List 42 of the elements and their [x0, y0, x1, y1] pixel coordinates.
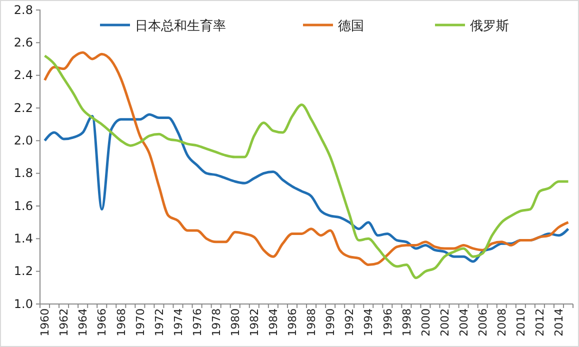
x-tick-label: 1982 — [248, 308, 261, 336]
x-tick-label: 1968 — [114, 308, 128, 336]
x-tick-label: 1974 — [172, 308, 185, 336]
x-tick-label: 1980 — [228, 308, 242, 336]
legend-label: 俄罗斯 — [470, 19, 509, 34]
x-tick-label: 1998 — [400, 308, 414, 336]
x-tick-label: 1972 — [152, 308, 166, 336]
y-tick-label: 1.4 — [14, 232, 33, 246]
y-tick-label: 2.6 — [14, 36, 33, 50]
y-tick-label: 1.0 — [14, 296, 33, 311]
y-tick-label: 1.8 — [14, 166, 33, 180]
x-tick-label: 1966 — [96, 308, 109, 336]
x-tick-label: 1978 — [210, 308, 223, 336]
y-tick-label: 2.4 — [14, 68, 33, 82]
x-tick-label: 2008 — [495, 308, 508, 336]
y-tick-label: 2.0 — [14, 134, 33, 148]
x-tick-label: 1994 — [362, 308, 376, 336]
y-tick-label: 2.8 — [14, 2, 33, 17]
x-tick-label: 2012 — [534, 308, 547, 336]
legend-label: 日本总和生育率 — [135, 18, 226, 34]
x-tick-label: 1992 — [343, 308, 356, 336]
y-tick-label: 1.6 — [14, 198, 33, 213]
x-tick-label: 1964 — [76, 308, 90, 336]
x-tick-label: 2004 — [457, 308, 470, 336]
x-tick-label: 1986 — [286, 308, 300, 336]
legend-label: 德国 — [338, 19, 364, 34]
x-tick-label: 1984 — [267, 308, 280, 336]
x-tick-label: 2006 — [476, 308, 490, 336]
x-tick-label: 1962 — [58, 308, 71, 336]
x-tick-label: 1976 — [190, 308, 204, 336]
x-tick-label: 2014 — [552, 308, 566, 336]
y-tick-label: 2.2 — [14, 100, 33, 115]
x-tick-label: 2010 — [514, 308, 528, 336]
x-tick-label: 1996 — [381, 308, 394, 336]
x-tick-label: 1988 — [305, 308, 318, 336]
x-tick-label: 1960 — [38, 308, 52, 336]
x-tick-label: 1970 — [134, 308, 147, 336]
x-tick-label: 2002 — [438, 308, 452, 336]
line-series — [44, 113, 570, 263]
y-tick-label: 1.2 — [14, 264, 33, 278]
x-tick-label: 1990 — [324, 308, 338, 336]
x-tick-label: 2000 — [419, 308, 432, 336]
